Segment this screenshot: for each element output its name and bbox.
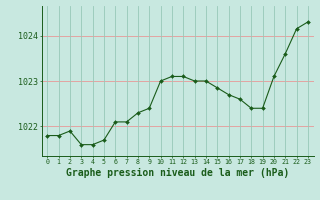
X-axis label: Graphe pression niveau de la mer (hPa): Graphe pression niveau de la mer (hPa)	[66, 168, 289, 178]
